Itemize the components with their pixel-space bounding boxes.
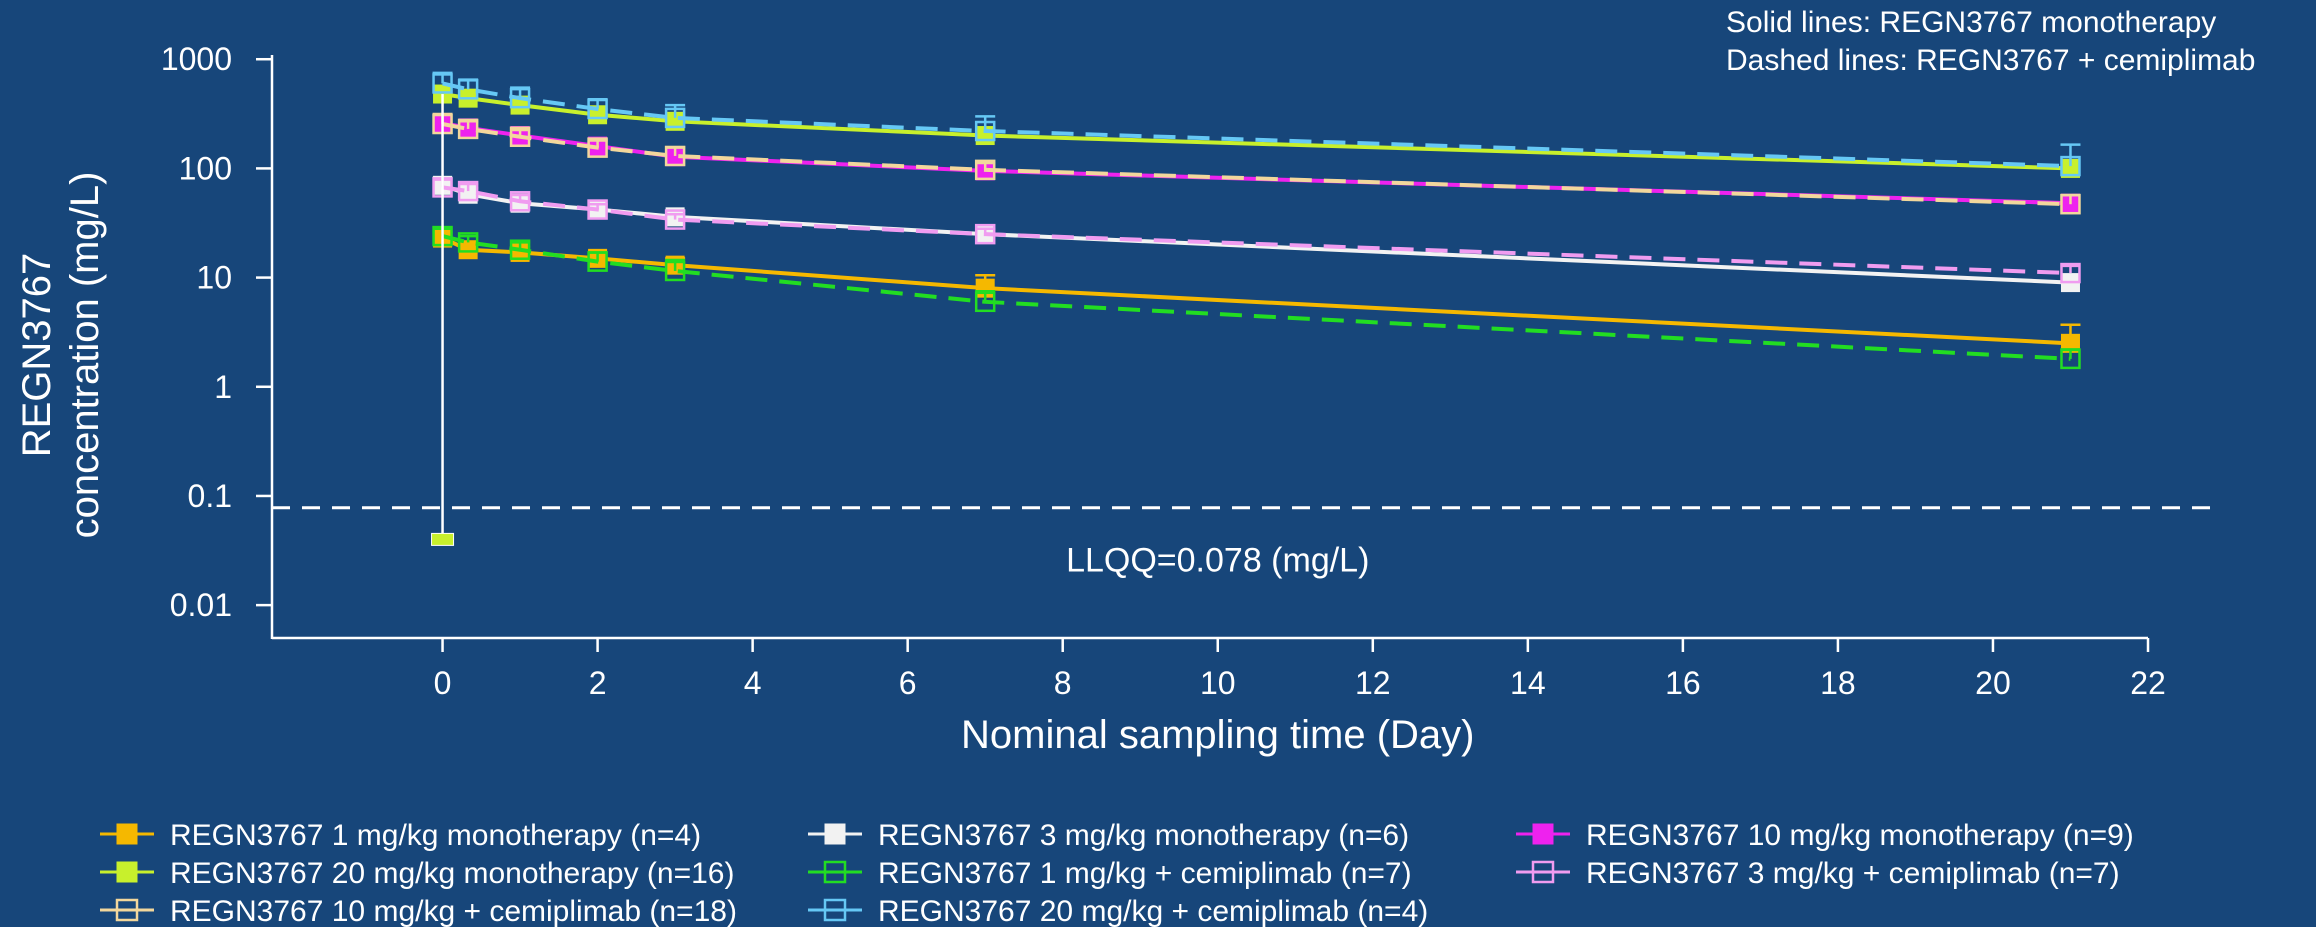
outlier-point [431,532,455,546]
solid-lines-note: Solid lines: REGN3767 monotherapy [1726,6,2216,39]
data-point [664,209,686,230]
legend-label: REGN3767 20 mg/kg monotherapy (n=16) [170,857,734,890]
legend-item: REGN3767 3 mg/kg + cemiplimab (n=7) [1516,857,2120,890]
y-tick-label: 1 [214,369,232,405]
series-line [442,185,2071,276]
y-tick-label: 1000 [161,41,232,77]
legend-label: REGN3767 1 mg/kg monotherapy (n=4) [170,819,701,852]
data-point [587,98,608,120]
legend-item: REGN3767 20 mg/kg monotherapy (n=16) [100,857,734,890]
data-point [2060,348,2081,370]
legend: REGN3767 1 mg/kg monotherapy (n=4) REGN37… [100,819,2134,927]
data-point [974,223,996,245]
legend-marker [1532,823,1554,845]
legend-marker [823,860,847,884]
legend-marker [115,898,139,922]
y-axis-title: REGN3767 concentration (mg/L) [15,172,107,539]
series-7 [432,71,2081,177]
legend-item: REGN3767 1 mg/kg monotherapy (n=4) [100,819,701,852]
series-line [442,81,2071,169]
data-point [587,137,608,158]
data-point [457,232,479,253]
legend-marker [116,823,138,845]
series-line [441,236,2071,346]
data-point [509,126,531,147]
y-tick-label: 10 [196,260,232,296]
data-point [974,159,996,181]
y-tick-label: 0.01 [170,587,232,623]
y-tick-label: 100 [179,150,232,186]
x-tick-label: 6 [899,665,917,701]
legend-label: REGN3767 1 mg/kg + cemiplimab (n=7) [878,857,1412,890]
legend-item: REGN3767 20 mg/kg + cemiplimab (n=4) [808,895,1428,927]
dashed-lines-note: Dashed lines: REGN3767 + cemiplimab [1726,44,2255,77]
legend-label: REGN3767 10 mg/kg monotherapy (n=9) [1586,819,2134,852]
data-point [664,107,686,129]
x-tick-label: 20 [1975,665,2011,701]
x-tick-label: 22 [2130,665,2166,701]
chart-notes: Solid lines: REGN3767 monotherapy Dashed … [1726,6,2255,77]
data-point [509,87,531,109]
x-tick-label: 2 [589,665,607,701]
legend-marker [824,823,846,845]
data-point [974,120,996,142]
legend-label: REGN3767 3 mg/kg + cemiplimab (n=7) [1586,857,2120,890]
x-tick-label: 12 [1355,665,1391,701]
data-point [2060,193,2081,215]
x-tick-label: 8 [1054,665,1072,701]
legend-label: REGN3767 3 mg/kg monotherapy (n=6) [878,819,1409,852]
llqq-label: LLQQ=0.078 (mg/L) [1066,542,1369,580]
data-point [664,145,686,167]
data-point [457,79,479,100]
data-point [457,180,479,202]
x-tick-label: 0 [434,665,452,701]
data-point [457,118,479,140]
legend-marker [1531,860,1555,884]
axes: 0 2 4 6 8 10 12 14 16 18 20 22 1000 100 10 1 0.1 0.01 Nomi… [15,41,2166,757]
x-tick-label: 16 [1665,665,1701,701]
legend-label: REGN3767 20 mg/kg + cemiplimab (n=4) [878,895,1428,927]
legend-item: REGN3767 1 mg/kg + cemiplimab (n=7) [808,857,1412,890]
x-axis-title: Nominal sampling time (Day) [961,713,1474,757]
plot-series [431,71,2081,546]
x-tick-label: 4 [744,665,762,701]
legend-marker [823,898,847,922]
legend-item: REGN3767 10 mg/kg + cemiplimab (n=18) [100,895,737,927]
data-point [509,191,531,212]
x-tick-label: 14 [1510,665,1546,701]
data-point [664,260,686,282]
data-point [2060,262,2081,284]
data-point [974,291,996,313]
legend-item: REGN3767 3 mg/kg monotherapy (n=6) [808,819,1409,852]
series-line [442,121,2071,206]
series-line [442,122,2071,207]
y-axis-title-line-2: concentration (mg/L) [63,172,107,539]
data-point [587,251,608,272]
y-axis-title-line-1: REGN3767 [15,253,59,458]
data-point [587,199,608,220]
y-tick-label: 0.1 [188,478,232,514]
x-tick-label: 18 [1820,665,1856,701]
x-tick-label: 10 [1200,665,1236,701]
series-5 [432,177,2081,284]
series-line [442,234,2071,361]
data-point [509,239,531,260]
legend-label: REGN3767 10 mg/kg + cemiplimab (n=18) [170,895,737,927]
data-point [2060,155,2081,177]
data-point [458,240,478,260]
legend-item: REGN3767 10 mg/kg monotherapy (n=9) [1516,819,2134,852]
legend-marker [116,861,138,883]
data-point [432,73,453,94]
llqq-reference: LLQQ=0.078 (mg/L) [272,506,2212,580]
